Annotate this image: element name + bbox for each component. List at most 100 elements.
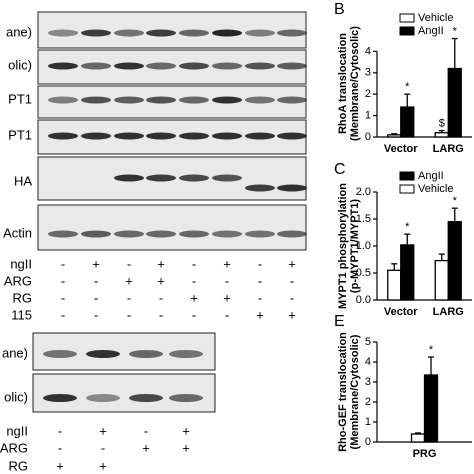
blot-band	[277, 230, 307, 238]
sign: -	[258, 256, 262, 271]
blot-label: PT1	[8, 91, 32, 106]
sign: -	[258, 273, 262, 288]
blot-band	[48, 230, 78, 238]
significance-marker: *	[453, 25, 458, 37]
blot-band	[179, 174, 209, 182]
blot-band	[245, 96, 275, 104]
blot-label: ane)	[6, 24, 32, 39]
blot-label: ane)	[2, 345, 28, 360]
blot-band	[277, 132, 307, 140]
blot-band	[86, 394, 120, 402]
y-tick-label: 5	[365, 336, 371, 348]
row-label: ngII	[10, 256, 32, 271]
sign: +	[92, 256, 100, 271]
blot-band	[81, 132, 111, 140]
sign: -	[94, 273, 98, 288]
significance-marker: *	[405, 221, 410, 233]
blot-band	[48, 29, 78, 37]
blot-band	[146, 29, 176, 37]
blot-band	[169, 394, 203, 402]
blot-band	[114, 96, 144, 104]
blot-band	[48, 132, 78, 140]
panel-letter: C	[334, 161, 346, 178]
bar	[434, 132, 449, 138]
blot-label: olic)	[8, 57, 32, 72]
legend-swatch	[399, 184, 415, 194]
blot-label: HA	[14, 173, 32, 188]
sign: +	[157, 273, 165, 288]
sign: +	[99, 458, 107, 473]
y-tick-label: 0	[365, 436, 371, 448]
row-label: ARG	[0, 440, 28, 455]
sign: +	[288, 256, 296, 271]
sign: -	[61, 307, 65, 322]
sign: +	[99, 423, 107, 438]
sign: -	[192, 256, 196, 271]
blot-band	[81, 62, 111, 70]
y-tick-label: 1	[365, 416, 371, 428]
sign: -	[225, 273, 229, 288]
blot-band	[146, 230, 176, 238]
sign: -	[61, 273, 65, 288]
blot-band	[245, 230, 275, 238]
y-tick-label: 1	[365, 110, 371, 122]
blot-band	[245, 29, 275, 37]
bar	[387, 269, 402, 301]
sign: +	[182, 440, 190, 455]
panel-letter: B	[334, 1, 345, 18]
sign: -	[94, 290, 98, 305]
sign: +	[190, 290, 198, 305]
blot-band	[43, 350, 77, 358]
y-tick-label: 3	[365, 67, 371, 79]
legend-label: AngII	[418, 25, 444, 37]
row-label: ngII	[6, 423, 28, 438]
blot-band	[179, 230, 209, 238]
y-tick-label: 2.0	[356, 186, 371, 198]
y-tick-label: 1.5	[356, 213, 371, 225]
sign: +	[256, 307, 264, 322]
y-tick-label: 2	[365, 396, 371, 408]
significance-marker: *	[405, 81, 410, 93]
bar	[423, 374, 439, 443]
legend-swatch	[399, 171, 415, 181]
blot-band	[129, 350, 163, 358]
sign: +	[157, 256, 165, 271]
sign: +	[223, 290, 231, 305]
sign: +	[182, 423, 190, 438]
blot-band	[114, 62, 144, 70]
sign: -	[290, 290, 294, 305]
blot-band	[245, 132, 275, 140]
legend-label: Vehicle	[418, 12, 453, 24]
blot-band	[43, 394, 77, 402]
sign: +	[142, 440, 150, 455]
blot-band	[81, 230, 111, 238]
y-axis-label: RhoA translocation	[337, 33, 349, 134]
blot-label: Actin	[3, 225, 32, 240]
blot-band	[212, 132, 242, 140]
blot-band	[179, 132, 209, 140]
significance-marker: *	[453, 195, 458, 207]
blot-band	[146, 62, 176, 70]
blot-band	[146, 132, 176, 140]
blot-label: PT1	[8, 127, 32, 142]
blot-band	[277, 96, 307, 104]
bar	[387, 134, 402, 138]
sign: -	[127, 290, 131, 305]
bar	[410, 433, 426, 443]
sign: -	[192, 307, 196, 322]
row-label: 115	[11, 307, 32, 322]
y-tick-label: 4	[365, 45, 371, 57]
sign: -	[127, 307, 131, 322]
y-axis-label: (Membrane/Cytosolic)	[349, 334, 361, 449]
blot-band	[48, 62, 78, 70]
blot-band	[114, 29, 144, 37]
blot-band	[277, 184, 307, 192]
blot-band	[245, 184, 275, 192]
blot-band	[129, 394, 163, 402]
sign: +	[288, 307, 296, 322]
bar	[400, 244, 415, 301]
blot-band	[212, 62, 242, 70]
blot-band	[179, 29, 209, 37]
x-tick-label: PRG	[413, 448, 437, 460]
